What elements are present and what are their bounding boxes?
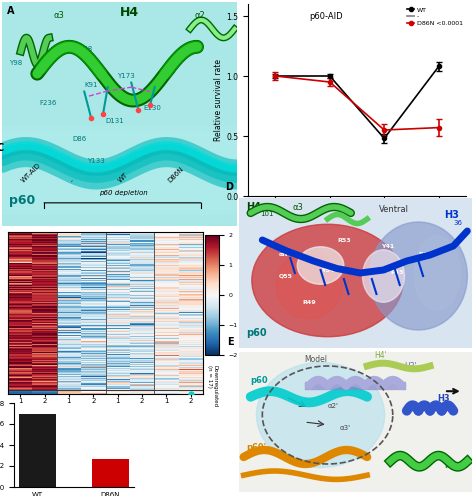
Bar — [2, 159, 237, 170]
Text: Y173: Y173 — [117, 73, 135, 79]
Text: Y98: Y98 — [9, 60, 22, 65]
Text: p60': p60' — [246, 443, 266, 452]
Text: 101: 101 — [260, 211, 273, 217]
Text: p60: p60 — [246, 328, 266, 338]
Text: D131: D131 — [105, 118, 124, 124]
Text: Upregulated
(n = 681): Upregulated (n = 681) — [207, 260, 218, 294]
Ellipse shape — [276, 251, 342, 319]
Text: Y133: Y133 — [87, 158, 104, 164]
Text: D86: D86 — [73, 136, 87, 142]
Bar — [2, 154, 237, 165]
Bar — [2, 126, 237, 137]
Text: P43: P43 — [391, 270, 404, 275]
Bar — [2, 175, 237, 186]
Text: R49: R49 — [302, 301, 316, 306]
Y-axis label: Z-score by row: Z-score by row — [247, 272, 252, 318]
Text: H4: H4 — [119, 6, 138, 19]
Text: H4: H4 — [246, 202, 261, 212]
Y-axis label: Relative survival rate: Relative survival rate — [214, 59, 223, 141]
Text: α2': α2' — [328, 403, 338, 409]
Text: F236: F236 — [40, 100, 57, 106]
Ellipse shape — [252, 224, 403, 337]
Bar — [2, 132, 237, 143]
Text: p60 depletion: p60 depletion — [99, 190, 147, 196]
Text: Y41: Y41 — [382, 244, 395, 248]
Text: α3: α3 — [54, 11, 64, 20]
Text: C: C — [0, 143, 3, 153]
Text: D86N: D86N — [166, 165, 184, 184]
Text: α2: α2 — [195, 11, 205, 20]
Text: H3: H3 — [437, 394, 450, 403]
Text: WT: WT — [118, 171, 130, 184]
Text: α3: α3 — [292, 202, 303, 211]
Bar — [2, 148, 237, 159]
Ellipse shape — [297, 247, 344, 284]
Text: A: A — [7, 6, 14, 16]
Text: H4': H4' — [374, 351, 387, 360]
Ellipse shape — [369, 222, 467, 330]
Bar — [92, 459, 128, 487]
Text: R53: R53 — [337, 238, 351, 243]
Bar — [2, 186, 237, 197]
Bar — [2, 181, 237, 192]
Text: E50: E50 — [354, 270, 366, 275]
Text: 36: 36 — [453, 220, 462, 226]
Text: H4: H4 — [444, 461, 457, 470]
Text: E: E — [228, 337, 234, 347]
Text: WT-AID: WT-AID — [20, 162, 42, 184]
Text: K91: K91 — [84, 82, 98, 88]
Text: Downregulated
(n = 17): Downregulated (n = 17) — [207, 365, 218, 407]
X-axis label: Replicates: Replicates — [88, 410, 123, 416]
Bar — [2, 191, 237, 203]
Ellipse shape — [414, 236, 460, 310]
Bar — [2, 202, 237, 214]
Text: p60-AID: p60-AID — [309, 12, 343, 21]
Bar — [2, 137, 237, 148]
Text: p60: p60 — [251, 376, 268, 385]
Text: R42: R42 — [419, 252, 432, 257]
Text: Ventral: Ventral — [379, 205, 409, 214]
Text: Y88: Y88 — [80, 46, 93, 52]
Text: Model: Model — [304, 355, 327, 364]
Text: Y54: Y54 — [321, 267, 334, 272]
Ellipse shape — [363, 250, 404, 302]
Bar — [2, 143, 237, 154]
Text: D: D — [225, 183, 233, 192]
Text: H3': H3' — [404, 362, 417, 371]
Bar — [2, 164, 237, 176]
Text: p60: p60 — [9, 193, 35, 207]
Text: H3: H3 — [444, 210, 459, 220]
Text: α3': α3' — [339, 426, 350, 432]
Bar — [2, 170, 237, 181]
Text: E130: E130 — [143, 105, 161, 111]
Bar — [19, 414, 56, 487]
Text: H75: H75 — [162, 68, 176, 75]
Ellipse shape — [256, 363, 384, 468]
Bar — [2, 197, 237, 208]
Text: Q55: Q55 — [279, 273, 292, 278]
Text: αN: αN — [278, 252, 288, 257]
Text: -: - — [69, 178, 75, 184]
Legend: WT, -, D86N <0.0001: WT, -, D86N <0.0001 — [407, 7, 463, 26]
